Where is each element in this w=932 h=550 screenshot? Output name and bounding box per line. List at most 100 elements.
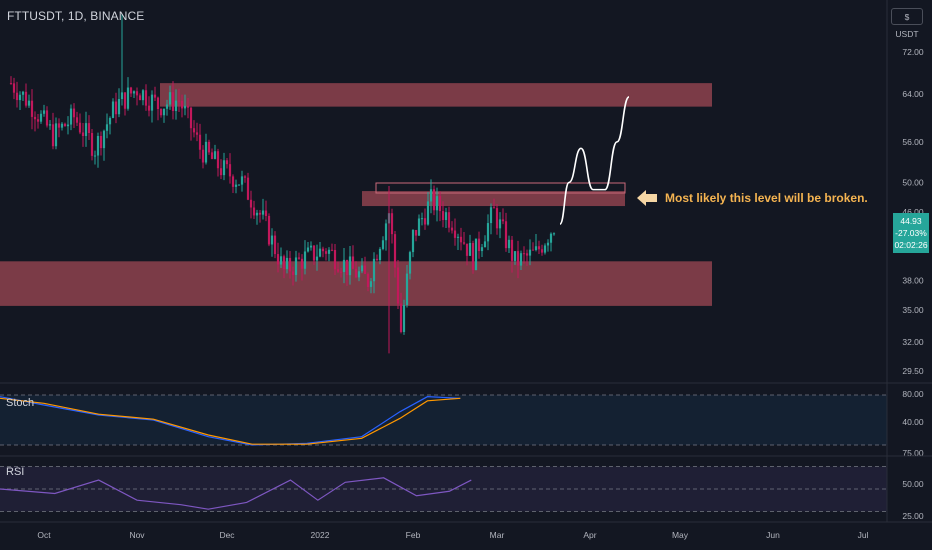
candle-body — [87, 123, 91, 134]
candle-body — [309, 245, 313, 248]
stoch-pane-label: Stoch — [6, 397, 34, 409]
candle-body — [81, 132, 85, 137]
price-tick-label: 46.00 — [902, 207, 924, 217]
price-tag-price: 44.93 — [900, 216, 922, 226]
candle-body — [507, 239, 511, 249]
candle-body — [288, 257, 292, 272]
candle-body — [441, 211, 445, 221]
candle-body — [501, 219, 505, 222]
candle-body — [306, 247, 310, 252]
candle-body — [198, 134, 202, 150]
candle-body — [204, 141, 208, 163]
candle-body — [372, 258, 376, 282]
candle-body — [150, 94, 154, 111]
candle-body — [36, 119, 40, 122]
candle-body — [222, 160, 226, 176]
candle-body — [210, 152, 214, 159]
price-tick-label: 56.00 — [902, 137, 924, 147]
candle-body — [435, 196, 439, 211]
candle-body — [192, 128, 196, 133]
candle-body — [195, 132, 199, 135]
candle-body — [360, 265, 364, 272]
candle-body — [276, 254, 280, 265]
time-tick-label: Feb — [406, 530, 421, 540]
candle-body — [489, 207, 493, 224]
candle-body — [18, 94, 22, 101]
candle-body — [96, 135, 100, 156]
candle-body — [369, 281, 373, 287]
candle-body — [312, 245, 316, 261]
candle-body — [48, 124, 52, 126]
candle-body — [465, 243, 469, 256]
candle-body — [135, 91, 139, 96]
price-tick-label: 35.00 — [902, 305, 924, 315]
candle-body — [531, 249, 535, 251]
candle-body — [267, 215, 271, 245]
candle-body — [129, 87, 133, 94]
candle-body — [105, 124, 109, 131]
candle-body — [366, 274, 370, 287]
candle-body — [180, 100, 184, 109]
candle-body — [153, 94, 157, 98]
currency-button[interactable]: $ USDT — [891, 8, 923, 39]
candle-body — [405, 273, 409, 305]
candle-body — [297, 257, 301, 259]
arrow-left-icon — [637, 190, 657, 206]
time-axis[interactable]: Oct Nov Dec 2022 Feb Mar Apr May Jun Jul — [37, 530, 868, 540]
candle-body — [408, 252, 412, 274]
candle-body — [60, 123, 64, 128]
candle-body — [252, 207, 256, 216]
candle-body — [123, 92, 127, 109]
band-fill — [0, 395, 887, 445]
candle-body — [378, 248, 382, 261]
price-axis[interactable]: 72.00 64.00 56.00 50.00 46.00 38.00 35.00 32.00… — [902, 47, 924, 521]
candle-body — [165, 104, 169, 109]
series-k-line — [0, 396, 461, 446]
candle-body — [126, 87, 130, 109]
candle-body — [411, 229, 415, 253]
candle-body — [540, 249, 544, 253]
candle-body — [9, 83, 13, 85]
candle-body — [468, 243, 472, 256]
candle-body — [99, 135, 103, 149]
candle-body — [51, 124, 55, 147]
rsi-tick-label: 50.00 — [902, 479, 924, 489]
candle-body — [393, 234, 397, 268]
candle-body — [456, 236, 460, 238]
candle-body — [546, 242, 550, 246]
candle-body — [159, 109, 163, 116]
price-tick-label: 32.00 — [902, 337, 924, 347]
time-tick-label: Jul — [858, 530, 869, 540]
symbol-title[interactable]: FTTUSDT, 1D, BINANCE — [7, 9, 145, 23]
candle-body — [432, 189, 436, 211]
annotation-text: Most likely this level will be broken. — [665, 191, 868, 205]
candle-body — [90, 133, 94, 156]
candle-body — [459, 236, 463, 243]
candle-body — [273, 235, 277, 255]
projected-price-curve — [559, 96, 630, 225]
candle-body — [420, 218, 424, 220]
price-tick-label: 29.50 — [902, 366, 924, 376]
candle-body — [243, 176, 247, 178]
candle-body — [300, 258, 304, 269]
candle-body — [384, 223, 388, 241]
candle-body — [21, 91, 25, 95]
candle-body — [57, 123, 61, 128]
candle-body — [27, 100, 31, 106]
candle-body — [39, 113, 43, 122]
candle-body — [342, 259, 346, 273]
rsi-tick-label: 75.00 — [902, 448, 924, 458]
candle-body — [63, 123, 67, 127]
price-tag-countdown: 02:02:26 — [894, 240, 927, 250]
candle-body — [141, 90, 145, 101]
candle-body — [174, 100, 178, 112]
candle-body — [138, 95, 142, 101]
candle-body — [444, 212, 448, 221]
candle-body — [162, 108, 166, 116]
series-rsi-line — [0, 477, 472, 510]
candle-body — [72, 108, 76, 118]
candle-body — [84, 123, 88, 137]
candle-body — [354, 268, 358, 278]
candle-body — [171, 92, 175, 112]
candle-body — [213, 151, 217, 159]
